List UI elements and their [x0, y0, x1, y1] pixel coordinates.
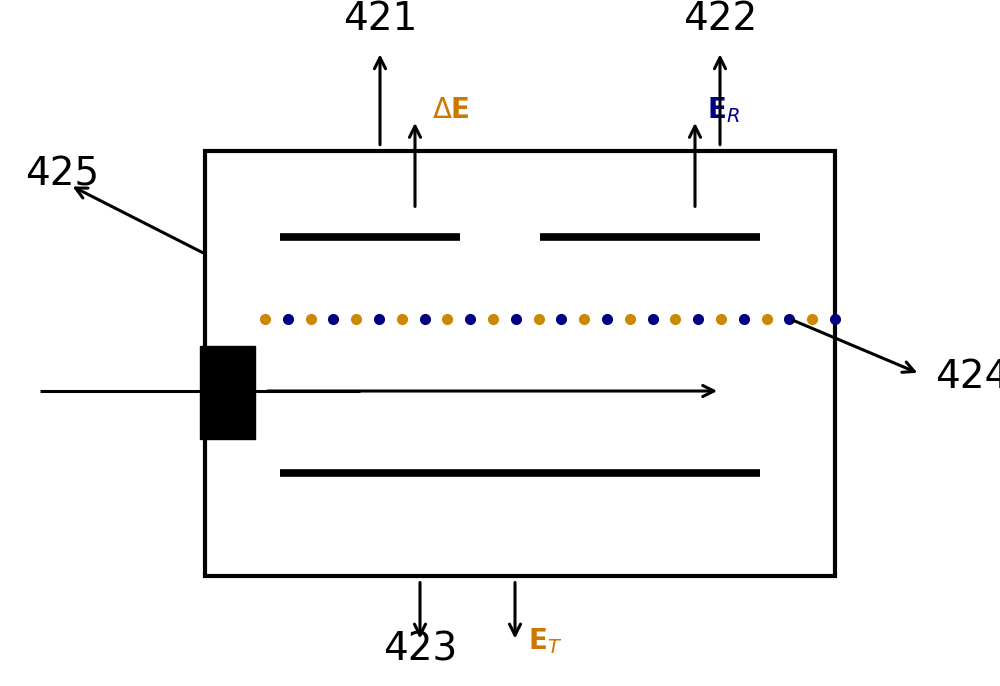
Bar — [205, 151, 835, 576]
Text: 425: 425 — [25, 156, 99, 194]
Bar — [200, 346, 255, 439]
Text: E$_T$: E$_T$ — [528, 626, 562, 657]
Text: 423: 423 — [383, 631, 457, 669]
Text: E$_R$: E$_R$ — [707, 95, 740, 125]
Text: 424: 424 — [935, 358, 1000, 397]
Text: $\Delta$E: $\Delta$E — [432, 96, 470, 123]
Text: 422: 422 — [683, 0, 757, 38]
Text: 421: 421 — [343, 0, 417, 38]
